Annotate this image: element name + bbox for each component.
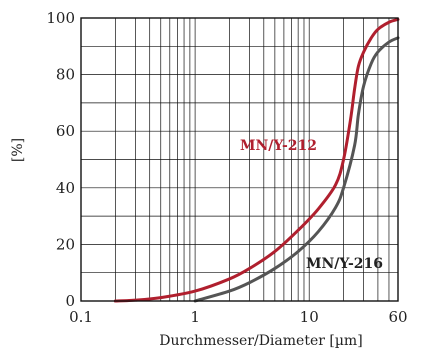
x-tick-label: 60 [388, 308, 407, 326]
grid [81, 18, 398, 301]
y-tick-label: 0 [65, 292, 75, 310]
plot-frame [80, 17, 399, 302]
series-lines [113, 17, 400, 303]
series-line-mn-y-216 [193, 36, 400, 303]
x-axis-label: Durchmesser/Diameter [µm] [159, 333, 362, 349]
y-tick-label: 20 [56, 235, 75, 253]
x-tick-label: 10 [300, 308, 319, 326]
series-label-mn-y-216: MN/Y-216 [306, 256, 383, 272]
y-tick-label: 80 [56, 66, 75, 84]
tick-labels: 0.1 1 10 60 0 20 40 60 80 100 [46, 9, 407, 326]
x-tick-label: 0.1 [69, 308, 93, 326]
y-axis-label: [%] [10, 138, 26, 162]
y-tick-label: 60 [56, 122, 75, 140]
series-label-mn-y-212: MN/Y-212 [240, 138, 317, 154]
x-tick-label: 1 [190, 308, 200, 326]
y-tick-label: 100 [46, 9, 75, 27]
y-tick-label: 40 [56, 179, 75, 197]
series-line-mn-y-212 [113, 17, 400, 303]
